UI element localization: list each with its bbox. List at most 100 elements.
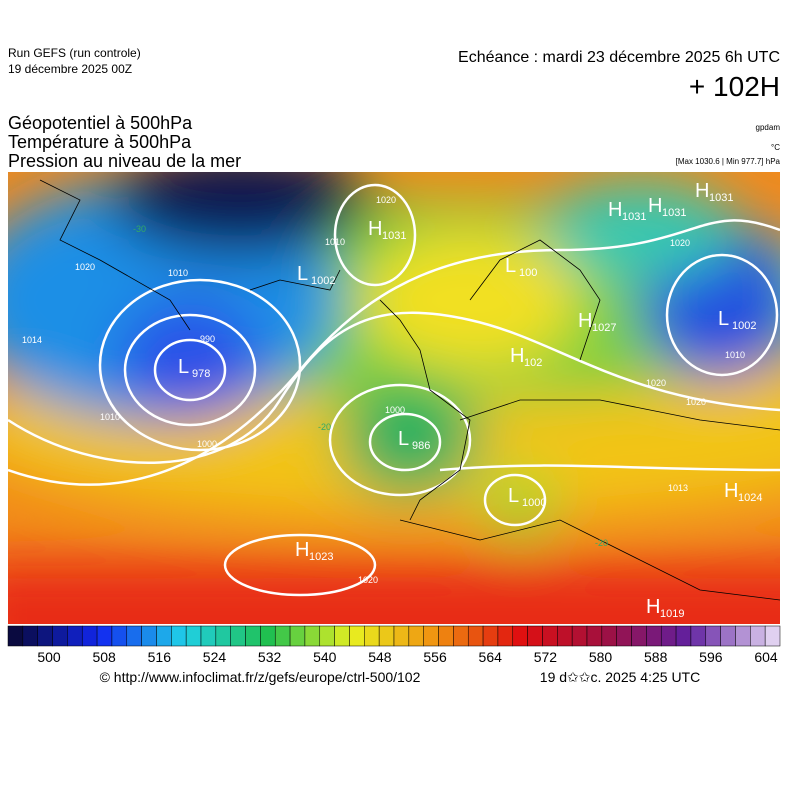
colorbar-tick-label: 540 bbox=[313, 649, 337, 665]
colorbar-swatch bbox=[482, 625, 499, 647]
colorbar-swatch bbox=[408, 625, 424, 647]
center-value: 1031 bbox=[382, 230, 406, 242]
center-type: H bbox=[578, 310, 592, 332]
lead-time: + 102H bbox=[689, 71, 780, 102]
isobar-label: 1020 bbox=[686, 397, 706, 407]
colorbar-swatch bbox=[334, 625, 350, 647]
colorbar-swatch bbox=[274, 625, 291, 647]
colorbar-swatch bbox=[601, 625, 617, 647]
center-type: L bbox=[505, 255, 516, 277]
center-value: 1002 bbox=[311, 275, 335, 287]
center-type: H bbox=[646, 596, 660, 618]
colorbar-swatch bbox=[542, 625, 558, 647]
isobar-label: 1010 bbox=[168, 268, 188, 278]
colorbar-tick-label: 516 bbox=[148, 649, 172, 665]
isobar-label: 990 bbox=[200, 334, 215, 344]
colorbar-swatch bbox=[141, 625, 157, 647]
center-value: 1031 bbox=[662, 207, 686, 219]
colorbar-tick-label: 580 bbox=[589, 649, 613, 665]
colorbar-swatch bbox=[304, 625, 321, 647]
colorbar-swatch bbox=[735, 625, 751, 647]
colorbar-tick-label: 564 bbox=[479, 649, 503, 665]
center-value: 978 bbox=[192, 368, 210, 380]
center-value: 986 bbox=[412, 440, 430, 452]
colorbar-swatch bbox=[750, 625, 766, 647]
colorbar-swatch bbox=[289, 625, 306, 647]
colorbar-swatch bbox=[690, 625, 707, 647]
colorbar-swatch bbox=[126, 625, 142, 647]
unit-temperature: °C bbox=[771, 143, 780, 152]
center-value: 1019 bbox=[660, 608, 684, 620]
colorbar-tick-label: 556 bbox=[423, 649, 447, 665]
colorbar-swatch bbox=[646, 625, 662, 647]
colorbar-swatch bbox=[349, 625, 365, 647]
isobar-label: 1000 bbox=[197, 439, 217, 449]
colorbar-swatch bbox=[497, 625, 514, 647]
isobar-label: 1020 bbox=[376, 195, 396, 205]
colorbar-swatch bbox=[438, 625, 454, 647]
colorbar-swatch bbox=[230, 625, 246, 647]
temperature-label: -20 bbox=[595, 538, 608, 548]
colorbar-swatch bbox=[156, 625, 172, 647]
colorbar: 500 508 516 524 532 540 548 556 564 572 580 588 596 6… bbox=[7, 625, 781, 665]
colorbar-swatch bbox=[557, 625, 573, 647]
colorbar-swatch bbox=[586, 625, 603, 647]
temperature-label: -30 bbox=[133, 224, 146, 234]
map bbox=[8, 172, 780, 624]
colorbar-swatch bbox=[467, 625, 484, 647]
colorbar-swatch bbox=[319, 625, 335, 647]
isobar-label: 1013 bbox=[668, 483, 688, 493]
colorbar-tick-label: 604 bbox=[754, 649, 778, 665]
unit-geopotential: gpdam bbox=[756, 123, 781, 132]
colorbar-swatch bbox=[453, 625, 469, 647]
center-type: H bbox=[695, 180, 709, 202]
colorbar-swatch bbox=[67, 625, 83, 647]
colorbar-swatch bbox=[245, 625, 261, 647]
colorbar-tick-label: 524 bbox=[203, 649, 227, 665]
forecast-time: Echéance : mardi 23 décembre 2025 6h UTC bbox=[458, 49, 780, 66]
colorbar-swatch bbox=[111, 625, 128, 647]
colorbar-swatch bbox=[7, 625, 24, 647]
center-type: L bbox=[297, 263, 308, 285]
run-name: Run GEFS (run controle) bbox=[8, 46, 141, 60]
center-type: L bbox=[718, 308, 729, 330]
isobar-label: 1010 bbox=[100, 412, 120, 422]
center-value: 1002 bbox=[732, 320, 756, 332]
center-type: L bbox=[508, 485, 519, 507]
colorbar-tick-label: 572 bbox=[534, 649, 558, 665]
source-url: © http://www.infoclimat.fr/z/gefs/europe… bbox=[100, 669, 421, 685]
isobar-label: 1000 bbox=[385, 405, 405, 415]
center-value: 1024 bbox=[738, 492, 762, 504]
temperature-label: -20 bbox=[318, 422, 331, 432]
isobar-label: 1020 bbox=[646, 378, 666, 388]
center-value: 1000 bbox=[522, 497, 546, 509]
colorbar-swatch bbox=[512, 625, 528, 647]
center-type: H bbox=[295, 539, 309, 561]
colorbar-swatch bbox=[22, 625, 38, 647]
center-type: H bbox=[648, 195, 662, 217]
colorbar-swatch bbox=[37, 625, 53, 647]
center-type: H bbox=[608, 199, 622, 221]
colorbar-swatch bbox=[616, 625, 632, 647]
colorbar-tick-label: 548 bbox=[368, 649, 392, 665]
colorbar-swatch bbox=[171, 625, 187, 647]
colorbar-swatch bbox=[260, 625, 276, 647]
isobar-label: 1010 bbox=[725, 350, 745, 360]
isobar-label: 1020 bbox=[358, 575, 378, 585]
generated-time: 19 d✩✩c. 2025 4:25 UTC bbox=[540, 669, 700, 685]
center-type: H bbox=[368, 218, 382, 240]
center-value: 102 bbox=[524, 357, 542, 369]
center-type: H bbox=[724, 480, 738, 502]
colorbar-swatch bbox=[720, 625, 736, 647]
center-value: 1031 bbox=[709, 192, 733, 204]
colorbar-swatch bbox=[215, 625, 231, 647]
title-pressure: Pression au niveau de la mer bbox=[8, 151, 241, 171]
center-value: 1031 bbox=[622, 211, 646, 223]
colorbar-tick-label: 508 bbox=[92, 649, 116, 665]
isobar-label: 1014 bbox=[22, 335, 42, 345]
colorbar-swatch bbox=[393, 625, 410, 647]
isobar-label: 1020 bbox=[75, 262, 95, 272]
